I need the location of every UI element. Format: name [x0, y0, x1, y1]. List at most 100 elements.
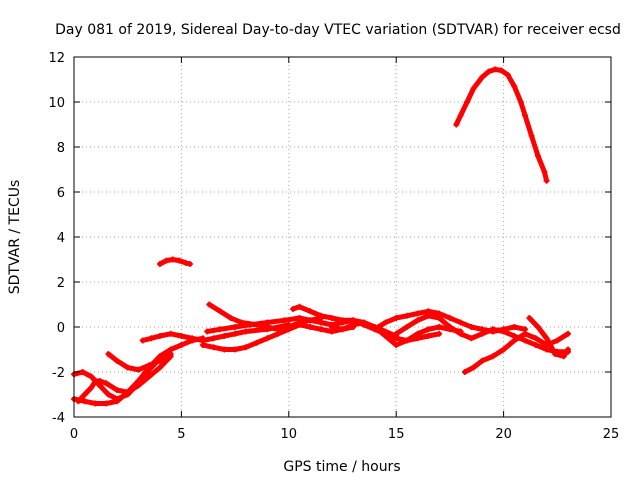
- data-point: [492, 66, 499, 73]
- data-point: [485, 68, 492, 75]
- data-point: [565, 330, 572, 337]
- data-point: [470, 85, 477, 92]
- data-point: [526, 315, 533, 321]
- data-point: [135, 382, 142, 389]
- series-layer: [71, 66, 572, 407]
- y-tick-label: -2: [52, 366, 65, 381]
- data-point: [414, 330, 421, 337]
- y-tick-label: 12: [48, 51, 65, 66]
- data-point: [318, 312, 325, 319]
- data-point: [479, 74, 486, 81]
- series-sat-f: [156, 256, 193, 267]
- data-point: [436, 315, 443, 321]
- data-point: [81, 391, 88, 398]
- series-line: [75, 353, 174, 404]
- data-point: [113, 396, 120, 402]
- data-point: [307, 324, 314, 330]
- data-point: [81, 398, 88, 405]
- data-point: [176, 257, 183, 264]
- data-point: [425, 312, 432, 319]
- data-point: [204, 328, 211, 335]
- data-point: [414, 310, 421, 317]
- data-point: [414, 317, 421, 324]
- data-point: [96, 378, 103, 384]
- data-point: [169, 256, 176, 263]
- data-point: [339, 326, 346, 333]
- data-point: [135, 366, 142, 373]
- data-point: [221, 346, 228, 353]
- series-sat-o: [526, 315, 572, 360]
- data-point: [339, 317, 346, 324]
- x-tick-label: 0: [70, 427, 78, 442]
- data-point: [296, 303, 303, 310]
- data-point: [457, 112, 464, 119]
- data-point: [425, 326, 432, 333]
- data-point: [479, 330, 486, 337]
- x-tick-label: 10: [281, 427, 298, 442]
- data-point: [446, 315, 453, 321]
- data-point: [382, 319, 389, 326]
- data-point: [543, 335, 550, 342]
- data-point: [264, 335, 271, 342]
- data-point: [436, 330, 443, 337]
- data-point: [232, 330, 239, 337]
- data-point: [275, 326, 282, 333]
- data-point: [517, 99, 524, 105]
- data-point: [242, 344, 249, 351]
- series-sat-e: [139, 321, 292, 344]
- data-point: [163, 257, 170, 264]
- data-point: [532, 342, 539, 348]
- data-point: [522, 337, 529, 344]
- data-point: [371, 326, 378, 333]
- x-tick-label: 25: [603, 427, 620, 442]
- data-point: [199, 342, 206, 348]
- data-point: [393, 315, 400, 321]
- series-sat-c: [75, 353, 174, 405]
- x-axis-label: GPS time / hours: [283, 459, 400, 475]
- y-tick-label: 0: [57, 321, 65, 336]
- data-point: [146, 373, 153, 380]
- data-point: [468, 324, 475, 330]
- y-tick-label: 6: [57, 186, 65, 201]
- data-point: [318, 326, 325, 333]
- data-point: [103, 400, 110, 407]
- data-point: [464, 99, 471, 105]
- data-point: [393, 330, 400, 337]
- data-point: [534, 324, 541, 330]
- data-point: [296, 315, 303, 321]
- data-point: [461, 369, 468, 375]
- y-tick-label: 8: [57, 141, 65, 156]
- data-point: [403, 324, 410, 330]
- data-point: [552, 351, 559, 357]
- data-point: [156, 261, 163, 267]
- data-point: [247, 321, 254, 328]
- data-point: [500, 328, 507, 335]
- data-point: [328, 324, 335, 330]
- data-point: [350, 321, 357, 328]
- data-point: [382, 333, 389, 339]
- data-point: [403, 337, 410, 344]
- data-point: [210, 335, 217, 342]
- data-point: [285, 324, 292, 330]
- data-point: [318, 319, 325, 326]
- data-point: [92, 400, 99, 407]
- data-point: [103, 380, 110, 387]
- data-point: [178, 333, 185, 339]
- data-point: [511, 83, 518, 90]
- data-point: [113, 357, 120, 364]
- data-point: [500, 346, 507, 353]
- data-point: [457, 330, 464, 337]
- data-point: [511, 324, 518, 330]
- y-axis-label: SDTVAR / TECUs: [7, 180, 23, 295]
- data-point: [504, 72, 511, 78]
- data-point: [264, 319, 271, 326]
- data-point: [182, 259, 189, 266]
- data-point: [307, 317, 314, 324]
- data-point: [489, 326, 496, 333]
- data-point: [124, 389, 131, 396]
- data-point: [468, 335, 475, 342]
- data-point: [232, 346, 239, 353]
- data-point: [532, 335, 539, 342]
- data-point: [489, 353, 496, 360]
- data-point: [534, 153, 541, 159]
